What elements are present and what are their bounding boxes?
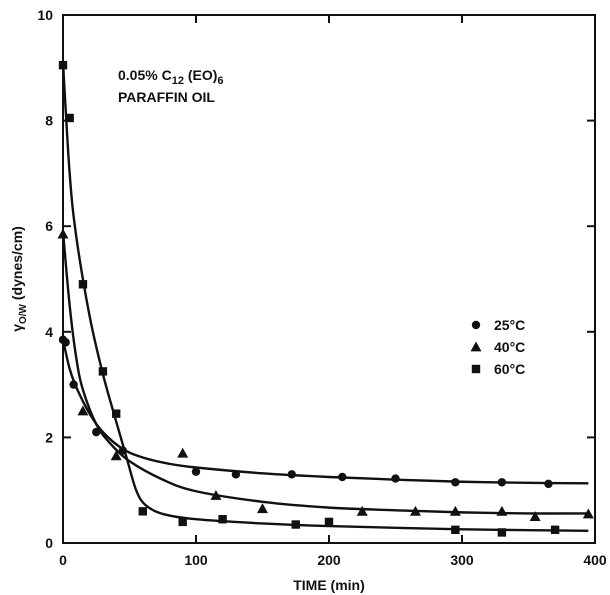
annotation-line-1-sub1: 12 [172, 75, 184, 87]
data-point-60c [138, 507, 147, 516]
y-tick-label: 6 [45, 218, 53, 234]
data-point-40c [110, 450, 122, 461]
data-point-40c [57, 228, 69, 239]
data-point-60c [178, 517, 187, 527]
legend-label: 25°C [494, 317, 525, 333]
data-point-60c [65, 113, 74, 123]
y-tick-label: 2 [45, 429, 53, 445]
data-point-25c [338, 472, 347, 482]
data-point-40c [496, 505, 508, 516]
legend-label: 40°C [494, 339, 525, 355]
data-point-25c [497, 478, 507, 487]
data-points [57, 60, 594, 537]
y-axis-title-subscript: O/W [18, 303, 29, 324]
data-point-60c [451, 525, 460, 534]
fit-curve-40c [61, 231, 589, 515]
data-point-25c [69, 380, 78, 389]
data-point-40c [257, 503, 268, 514]
data-point-60c [58, 60, 68, 70]
data-point-25c [191, 467, 201, 476]
data-point-60c [550, 525, 560, 534]
data-point-25c [92, 427, 101, 437]
data-point-40c [77, 405, 89, 416]
fit-curve-25c [61, 339, 589, 485]
y-axis-title-units: (dynes/cm) [9, 226, 25, 304]
legend-marker-square [471, 364, 481, 374]
y-tick-label: 10 [37, 7, 53, 23]
x-tick-label: 200 [317, 552, 341, 568]
data-point-60c [78, 280, 88, 289]
data-point-40c [177, 447, 189, 458]
annotation-line-1: 0.05% C12 (EO)6 [118, 67, 224, 87]
data-point-60c [218, 515, 227, 524]
data-point-40c [210, 489, 222, 500]
x-tick-label: 100 [184, 552, 208, 568]
annotation-line-1-mid: (EO) [184, 67, 217, 83]
data-point-60c [112, 409, 121, 418]
x-axis-title: TIME (min) [293, 577, 365, 593]
data-point-40c [582, 508, 594, 519]
fit-curves [61, 62, 589, 533]
axis-ticks: 0 100 200 300 400 0 2 4 6 8 10 [37, 7, 606, 568]
annotation-line-2: PARAFFIN OIL [118, 89, 215, 105]
annotation-line-1-prefix: 0.05% C [118, 67, 172, 83]
data-point-25c [544, 479, 553, 489]
data-point-60c [324, 517, 334, 527]
data-point-25c [61, 338, 70, 347]
data-point-25c [451, 478, 460, 487]
data-point-25c [118, 446, 128, 455]
data-point-60c [497, 528, 507, 537]
y-axis-title: γO/W (dynes/cm) [9, 226, 29, 332]
y-tick-label: 0 [45, 535, 53, 551]
x-tick-label: 0 [59, 552, 67, 568]
data-point-60c [98, 367, 108, 376]
data-point-25c [231, 470, 241, 479]
x-tick-label: 400 [583, 552, 607, 568]
data-point-25c [391, 474, 400, 483]
data-point-40c [409, 505, 421, 516]
legend-marker-triangle [470, 341, 482, 352]
y-axis-title-symbol: γ [9, 324, 25, 332]
legend-marker-circle [471, 320, 481, 330]
data-point-25c [287, 470, 296, 479]
data-point-40c [529, 511, 541, 521]
data-point-40c [449, 505, 461, 516]
data-point-40c [356, 505, 368, 516]
x-tick-label: 300 [450, 552, 474, 568]
y-tick-label: 8 [45, 113, 53, 129]
annotation-line-1-sub2: 6 [217, 75, 223, 87]
data-point-60c [291, 520, 300, 529]
y-tick-label: 4 [45, 324, 53, 340]
legend-label: 60°C [494, 361, 525, 377]
fit-curve-60c [61, 62, 589, 533]
legend: 25°C 40°C 60°C [470, 317, 525, 377]
